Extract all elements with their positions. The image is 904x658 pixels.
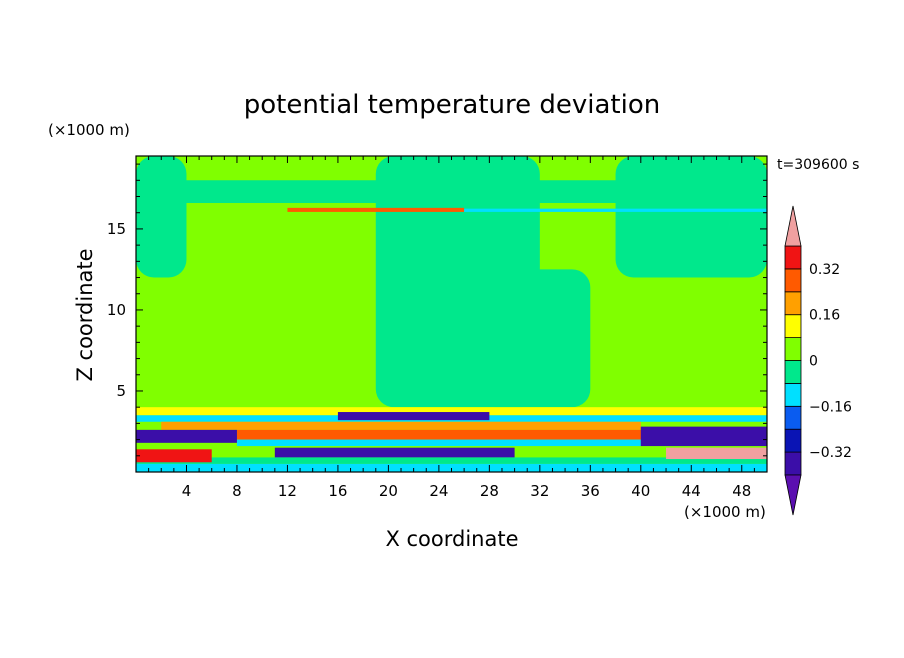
field-region-18 <box>666 447 767 460</box>
plot-area <box>135 155 768 473</box>
field-region-4 <box>136 180 767 203</box>
x-tick-label-28: 28 <box>480 482 499 500</box>
colorbar-segment-5 <box>784 337 802 361</box>
field-region-19 <box>136 463 767 472</box>
field-region-3 <box>615 156 767 278</box>
field-region-13 <box>236 439 641 447</box>
y-axis-label: Z coordinate <box>73 248 97 381</box>
field-region-6 <box>464 208 767 212</box>
x-tick-label-20: 20 <box>379 482 398 500</box>
x-tick-label-24: 24 <box>429 482 448 500</box>
colorbar-label-3: −0.16 <box>809 399 852 415</box>
colorbar-segment-0 <box>784 451 802 476</box>
colorbar: 0.32 0.16 0 −0.16 −0.32 <box>784 205 852 516</box>
x-tick-label-8: 8 <box>232 482 242 500</box>
colorbar-label-2: 0 <box>809 354 818 370</box>
colorbar-segment-4 <box>784 360 802 384</box>
colorbar-segment-2 <box>784 405 802 430</box>
y-tick-label-15: 15 <box>107 220 126 238</box>
colorbar-segment-6 <box>784 314 802 339</box>
field-region-17 <box>640 426 767 447</box>
x-tick-label-12: 12 <box>278 482 297 500</box>
field-region-11 <box>236 429 767 440</box>
colorbar-label-1: 0.16 <box>809 308 840 324</box>
y-tick-label-10: 10 <box>107 301 126 319</box>
field-region-15 <box>136 457 767 464</box>
y-tick-label-5: 5 <box>116 382 126 400</box>
x-axis: 4 8 12 16 20 24 28 32 36 40 44 48 <box>148 156 755 500</box>
time-label: t=309600 s <box>777 157 859 173</box>
x-tick-label-32: 32 <box>530 482 549 500</box>
field-region-12 <box>136 429 237 443</box>
chart-title: potential temperature deviation <box>244 90 660 120</box>
y-unit-label: (×1000 m) <box>48 121 130 139</box>
x-tick-label-4: 4 <box>182 482 192 500</box>
x-tick-label-16: 16 <box>328 482 347 500</box>
y-axis: 5 10 15 <box>107 163 767 457</box>
field-region-9 <box>337 412 490 421</box>
field-region-2 <box>136 156 187 278</box>
x-axis-label: X coordinate <box>385 527 518 551</box>
colorbar-label-0: 0.32 <box>809 262 840 278</box>
colorbar-segment-7 <box>784 291 802 316</box>
field-region-16 <box>136 449 212 463</box>
colorbar-extend-max <box>784 205 802 247</box>
x-tick-label-48: 48 <box>732 482 751 500</box>
colorbar-segment-9 <box>784 245 802 270</box>
x-tick-label-36: 36 <box>581 482 600 500</box>
colorbar-segment-8 <box>784 268 802 293</box>
field-region-7 <box>136 407 767 416</box>
x-tick-label-44: 44 <box>682 482 701 500</box>
x-unit-label: (×1000 m) <box>684 503 766 521</box>
colorbar-segment-1 <box>784 428 802 453</box>
field-region-14 <box>274 447 515 458</box>
colorbar-label-4: −0.32 <box>809 445 852 461</box>
x-tick-label-40: 40 <box>631 482 650 500</box>
field-region-10 <box>161 421 641 430</box>
colorbar-extend-min <box>784 474 802 516</box>
field-region-5 <box>287 207 465 212</box>
colorbar-segment-3 <box>784 382 802 407</box>
field-region-1 <box>476 269 591 408</box>
